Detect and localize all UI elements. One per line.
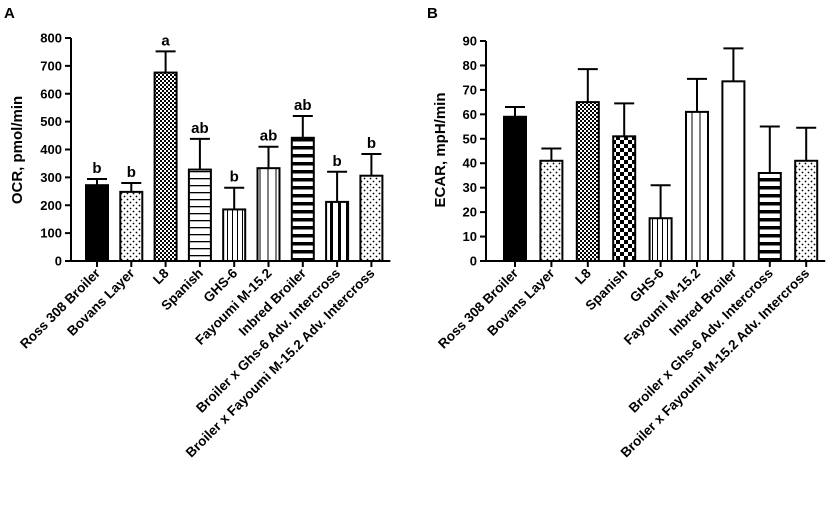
bar-ghs-6 [648,217,673,263]
bar-fayoumi-m-15-2 [256,167,281,263]
y-tick-label: 0 [55,254,62,269]
bar-bovans-layer [539,159,564,262]
bar-ghs-6 [222,208,247,262]
significance-label-l8: a [161,32,170,49]
bar-l8 [575,101,600,262]
bar-inbred-broiler [290,136,315,262]
bar-spanish [612,135,637,262]
significance-label-broiler-x-fayoumi-m-15-2-adv-intercross: b [367,135,376,152]
y-tick-label: 700 [40,58,62,73]
y-tick-label: 60 [463,107,477,122]
y-tick-label: 80 [463,58,477,73]
y-axis-title: ECAR, mpH/min [432,92,449,207]
bar-broiler-x-ghs-6-adv-intercross [757,172,782,262]
y-tick-label: 90 [463,34,477,49]
significance-label-fayoumi-m-15-2: ab [260,128,278,145]
bar-fayoumi-m-15-2 [685,110,709,262]
y-tick-label: 30 [463,180,477,195]
y-tick-label: 40 [463,156,477,171]
panel-label: A [4,5,15,22]
y-tick-label: 100 [40,226,62,241]
significance-label-bovans-layer: b [127,164,136,181]
y-tick-label: 400 [40,142,62,157]
bar-l8 [153,71,178,262]
y-tick-label: 500 [40,114,62,129]
bar-ross-308-broiler [503,115,527,263]
y-tick-label: 70 [463,82,477,97]
significance-label-ghs-6: b [230,169,239,186]
x-tick-label-l8: L8 [150,265,172,287]
bar-broiler-x-ghs-6-adv-intercross [325,200,350,262]
y-tick-label: 600 [40,86,62,101]
bar-spanish [187,168,212,263]
bar-bovans-layer [119,190,144,262]
y-tick-label: 50 [463,131,477,146]
y-tick-label: 200 [40,198,62,213]
significance-label-ross-308-broiler: b [92,160,101,177]
bar-inbred-broiler [721,80,746,263]
y-axis-title: OCR, pmol/min [9,96,26,204]
significance-label-spanish: ab [191,120,209,137]
panel-label: B [427,5,438,22]
significance-label-broiler-x-ghs-6-adv-intercross: b [333,153,342,170]
y-tick-label: 10 [463,229,477,244]
significance-label-inbred-broiler: ab [294,97,312,114]
y-tick-label: 800 [40,31,62,46]
bar-broiler-x-fayoumi-m-15-2-adv-intercross [359,174,384,262]
bar-ross-308-broiler [85,184,109,262]
y-tick-label: 300 [40,170,62,185]
y-tick-label: 0 [470,254,477,269]
x-tick-label-l8: L8 [572,265,594,287]
bar-broiler-x-fayoumi-m-15-2-adv-intercross [794,159,819,262]
y-tick-label: 20 [463,205,477,220]
